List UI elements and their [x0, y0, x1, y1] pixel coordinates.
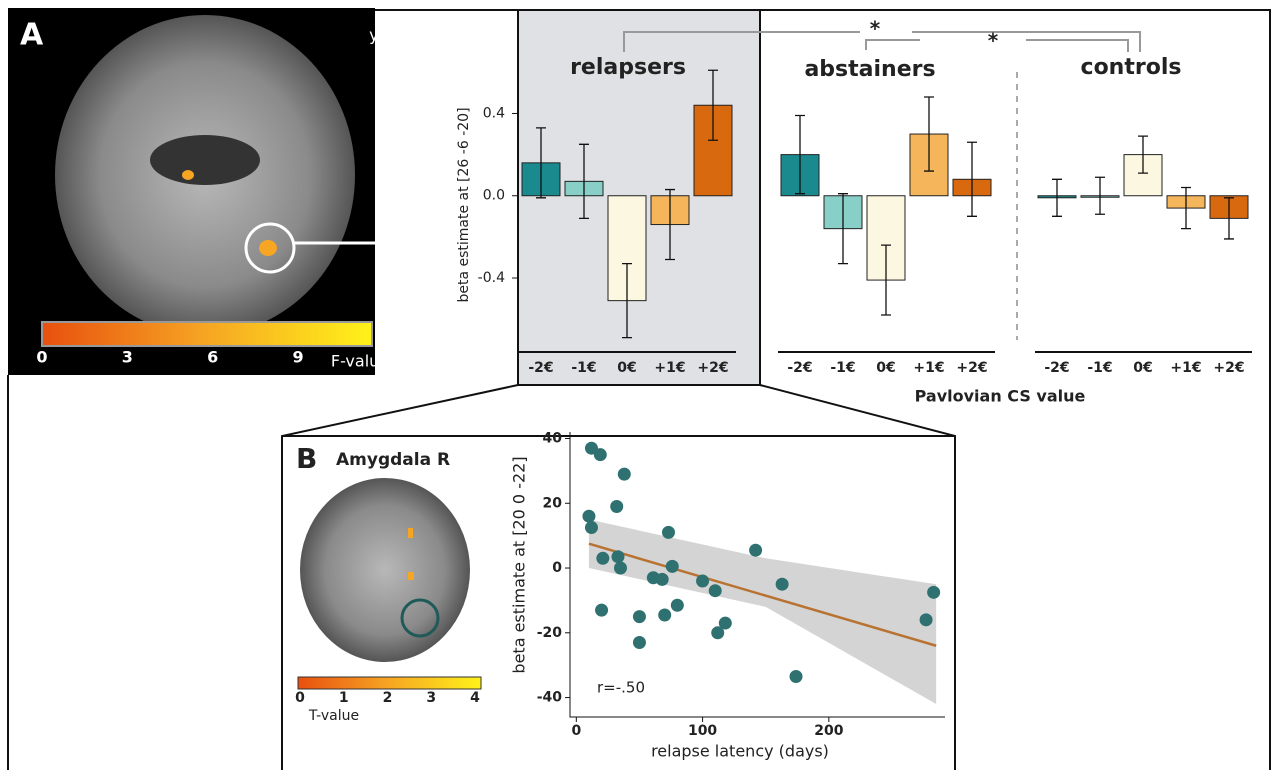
x-tick-label: +2€	[697, 360, 728, 376]
x-tick-label: +1€	[913, 360, 944, 376]
colorbar-tick: 2	[383, 690, 393, 706]
point	[633, 610, 646, 623]
roi-title: Amygdala R	[336, 450, 450, 470]
panel-label: A	[20, 18, 44, 53]
activation	[259, 240, 277, 256]
point	[662, 526, 675, 539]
colorbar-label: T-value	[308, 708, 359, 724]
point	[696, 574, 709, 587]
point	[749, 544, 762, 557]
y-tick-label: 0.0	[483, 188, 505, 204]
y-tick-label: -40	[537, 690, 563, 706]
x-tick-label: +1€	[1170, 360, 1201, 376]
point	[582, 510, 595, 523]
y-tick-label: 40	[543, 430, 563, 446]
colorbar-tick: 9	[292, 348, 303, 367]
group-title: relapsers	[570, 55, 686, 80]
x-tick-label: -2€	[528, 360, 553, 376]
colorbar-tick: 4	[470, 690, 480, 706]
point	[927, 586, 940, 599]
y-tick-label: 20	[543, 495, 563, 511]
colorbar-b	[298, 677, 481, 689]
x-tick-label: 0€	[1133, 360, 1152, 376]
x-tick-label: -2€	[787, 360, 812, 376]
colorbar-tick: 6	[207, 348, 218, 367]
point	[594, 448, 607, 461]
coordinate: y=-6	[369, 26, 408, 45]
point	[585, 521, 598, 534]
x-tick-label: 200	[814, 723, 843, 739]
x-tick-label: +2€	[1213, 360, 1244, 376]
activation	[408, 528, 413, 538]
x-tick-label: -1€	[1087, 360, 1112, 376]
point	[614, 562, 627, 575]
x-tick-label: 100	[688, 723, 717, 739]
point	[656, 573, 669, 586]
point	[596, 552, 609, 565]
point	[711, 626, 724, 639]
y-tick-label: 0.4	[483, 105, 505, 121]
side: R	[396, 46, 408, 65]
point	[595, 604, 608, 617]
brain-b	[300, 478, 470, 662]
colorbar-a	[42, 322, 372, 346]
y-tick-label: -20	[537, 625, 563, 641]
point	[709, 584, 722, 597]
ventricle	[150, 135, 260, 185]
significance-star: *	[988, 29, 999, 53]
activation	[408, 572, 414, 580]
group-title: abstainers	[804, 57, 935, 82]
figure: * * A B y=-6 R Amygdala R F-value T-valu…	[0, 0, 1277, 770]
point	[790, 670, 803, 683]
y-tick-label: -0.4	[478, 270, 505, 286]
point	[618, 468, 631, 481]
significance-star: *	[870, 17, 881, 41]
colorbar-tick: 3	[122, 348, 133, 367]
x-tick-label: +1€	[654, 360, 685, 376]
x-axis-label: relapse latency (days)	[651, 742, 829, 761]
colorbar-label: F-value	[331, 352, 389, 371]
x-tick-label: -1€	[830, 360, 855, 376]
point	[776, 578, 789, 591]
x-tick-label: -2€	[1044, 360, 1069, 376]
y-tick-label: 0	[552, 560, 562, 576]
colorbar-tick: 1	[339, 690, 349, 706]
y-axis-label: beta estimate at [20 0 -22]	[510, 456, 529, 673]
colorbar-tick: 3	[426, 690, 436, 706]
annotation: r=-.50	[597, 679, 645, 697]
point	[671, 599, 684, 612]
x-tick-label: 0	[571, 723, 581, 739]
point	[920, 613, 933, 626]
colorbar-tick: 0	[295, 690, 305, 706]
x-tick-label: 0€	[617, 360, 636, 376]
group-title: controls	[1081, 55, 1182, 80]
point	[610, 500, 623, 513]
x-tick-label: 0€	[876, 360, 895, 376]
x-axis-label: Pavlovian CS value	[915, 387, 1086, 406]
point	[633, 636, 646, 649]
activation	[182, 170, 194, 180]
point	[611, 550, 624, 563]
x-tick-label: +2€	[956, 360, 987, 376]
panel-label: B	[296, 442, 317, 475]
colorbar-tick: 0	[36, 348, 47, 367]
x-tick-label: -1€	[571, 360, 596, 376]
point	[658, 608, 671, 621]
point	[666, 560, 679, 573]
y-axis-label: beta estimate at [26 -6 -20]	[456, 107, 472, 302]
